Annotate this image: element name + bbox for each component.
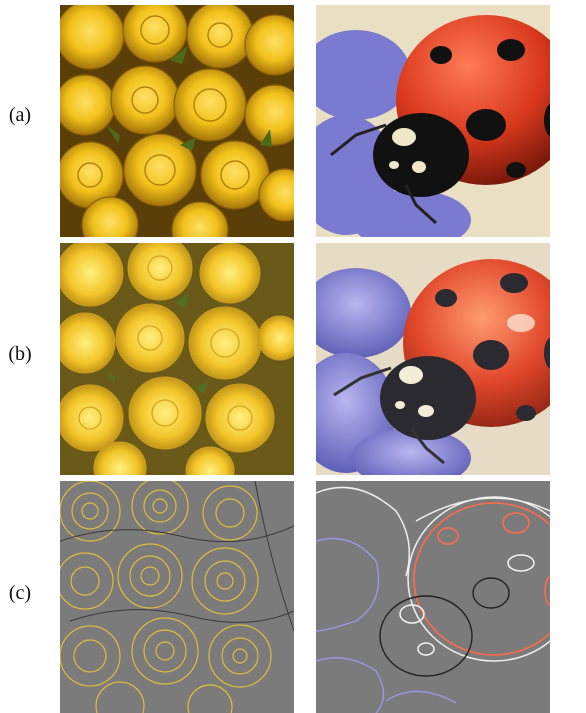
photo-roses-original (60, 5, 294, 237)
photo-ladybug-original (316, 5, 550, 237)
photo-ladybug-stylized (316, 243, 550, 475)
row-label-a: (a) (8, 104, 32, 126)
row-label-c: (c) (8, 582, 32, 604)
edge-map-roses (60, 481, 294, 713)
row-label-b: (b) (8, 343, 32, 365)
photo-roses-stylized (60, 243, 294, 475)
edge-map-ladybug (316, 481, 550, 713)
